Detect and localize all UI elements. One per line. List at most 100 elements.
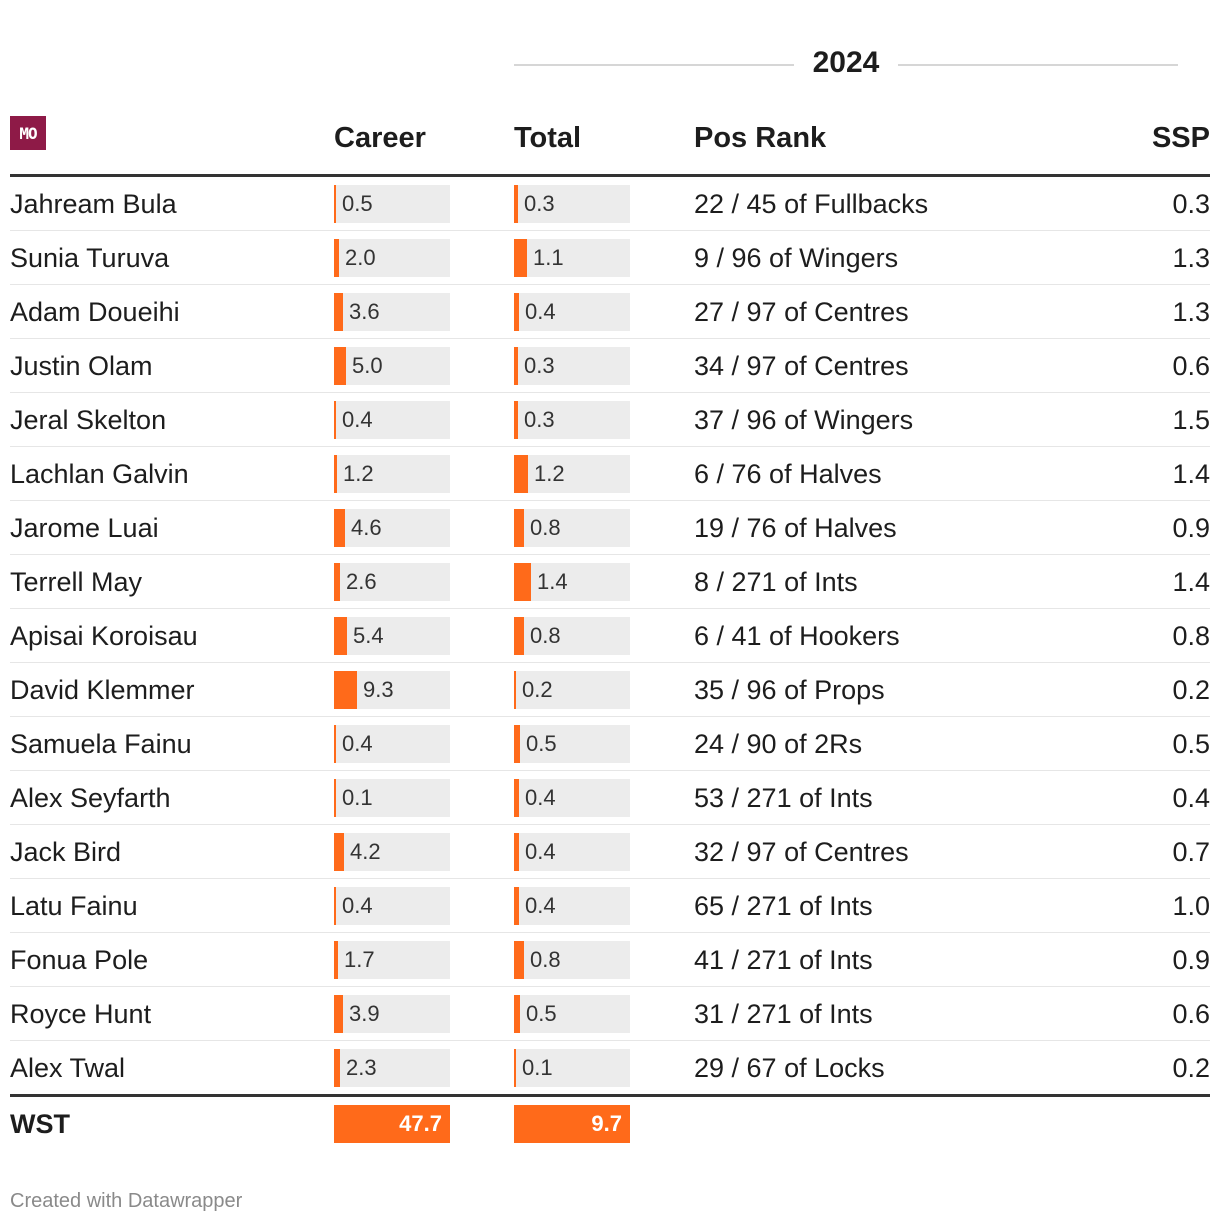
- career-value: 3.9: [349, 1001, 380, 1026]
- pos-rank: 35 / 96 of Props: [694, 675, 885, 705]
- ssp-value: 0.6: [1172, 351, 1210, 381]
- player-name: Sunia Turuva: [10, 243, 170, 273]
- career-value: 0.5: [342, 191, 373, 216]
- career-bar: [334, 185, 336, 223]
- player-name: Fonua Pole: [10, 945, 149, 975]
- footer-credit[interactable]: Created with Datawrapper: [10, 1190, 243, 1212]
- ssp-value: 0.5: [1172, 729, 1210, 759]
- column-header-pos-rank[interactable]: Pos Rank: [694, 122, 827, 154]
- career-bar: [334, 941, 338, 979]
- career-bar: [334, 1049, 340, 1087]
- career-bar: [334, 833, 344, 871]
- player-name: Adam Doueihi: [10, 297, 180, 327]
- career-bar-cell: 5.0: [334, 347, 450, 385]
- total-value: 0.5: [526, 731, 557, 756]
- ssp-value: 0.6: [1172, 999, 1210, 1029]
- career-bar-cell: 2.6: [334, 563, 450, 601]
- career-bar: [334, 887, 336, 925]
- career-bar: [334, 995, 343, 1033]
- pos-rank: 29 / 67 of Locks: [694, 1053, 885, 1083]
- player-name: David Klemmer: [10, 675, 195, 705]
- total-value: 1.2: [534, 461, 565, 486]
- group-header-rule-left: [514, 64, 794, 66]
- ssp-value: 0.2: [1172, 1053, 1210, 1083]
- pos-rank: 24 / 90 of 2Rs: [694, 729, 863, 759]
- total-bar-cell: 1.2: [514, 455, 630, 493]
- column-header-ssp[interactable]: SSP: [1151, 122, 1210, 154]
- total-bar: [514, 779, 519, 817]
- career-bar: [334, 779, 336, 817]
- ssp-value: 1.4: [1172, 459, 1210, 489]
- column-header-total[interactable]: Total: [514, 122, 582, 154]
- career-value: 1.7: [344, 947, 375, 972]
- group-header: 2024: [514, 44, 1178, 84]
- total-bar-cell: 0.3: [514, 347, 630, 385]
- total-bar-cell: 0.4: [514, 293, 630, 331]
- table-row: Jarome Luai 4.6 0.8 19 / 76 of Halves 0.9: [10, 501, 1210, 555]
- table-row: Jack Bird 4.2 0.4 32 / 97 of Centres 0.7: [10, 825, 1210, 879]
- career-bar: [334, 509, 345, 547]
- column-header-career[interactable]: Career: [334, 122, 426, 154]
- career-value: 0.4: [342, 731, 373, 756]
- pos-rank: 34 / 97 of Centres: [694, 351, 909, 381]
- career-bar-cell: 2.0: [334, 239, 450, 277]
- total-bar-cell: 0.5: [514, 995, 630, 1033]
- total-row-label: WST: [10, 1109, 70, 1139]
- career-bar-cell: 4.6: [334, 509, 450, 547]
- total-bar-cell: 0.4: [514, 833, 630, 871]
- career-value: 2.0: [345, 245, 376, 270]
- player-name: Royce Hunt: [10, 999, 152, 1029]
- total-bar: [514, 1049, 516, 1087]
- career-bar-cell: 1.2: [334, 455, 450, 493]
- total-value: 0.3: [524, 353, 555, 378]
- ssp-value: 0.7: [1172, 837, 1210, 867]
- career-bar: [334, 725, 336, 763]
- table-row: Apisai Koroisau 5.4 0.8 6 / 41 of Hookers 0.…: [10, 609, 1210, 663]
- player-name: Justin Olam: [10, 351, 153, 381]
- ssp-value: 1.5: [1172, 405, 1210, 435]
- total-bar: [514, 347, 518, 385]
- ssp-value: 1.3: [1172, 243, 1210, 273]
- career-bar-cell: 0.5: [334, 185, 450, 223]
- pos-rank: 31 / 271 of Ints: [694, 999, 873, 1029]
- total-bar-cell: 0.4: [514, 779, 630, 817]
- total-bar: [514, 725, 520, 763]
- career-value: 0.4: [342, 893, 373, 918]
- total-bar: [514, 563, 531, 601]
- career-bar-cell: 9.3: [334, 671, 450, 709]
- total-value: 0.4: [525, 299, 556, 324]
- career-bar-cell: 0.1: [334, 779, 450, 817]
- player-name: Jarome Luai: [10, 513, 159, 543]
- table-row: Terrell May 2.6 1.4 8 / 271 of Ints 1.4: [10, 555, 1210, 609]
- player-name: Latu Fainu: [10, 891, 138, 921]
- ssp-value: 1.3: [1172, 297, 1210, 327]
- career-value: 0.4: [342, 407, 373, 432]
- player-name: Apisai Koroisau: [10, 621, 198, 651]
- total-value: 0.8: [530, 947, 561, 972]
- total-value: 0.3: [524, 191, 555, 216]
- total-bar-cell: 0.8: [514, 509, 630, 547]
- table-row: Sunia Turuva 2.0 1.1 9 / 96 of Wingers 1.3: [10, 231, 1210, 285]
- player-name: Terrell May: [10, 567, 143, 597]
- total-bar-cell: 0.3: [514, 185, 630, 223]
- career-bar-cell: 0.4: [334, 887, 450, 925]
- pos-rank: 9 / 96 of Wingers: [694, 243, 899, 273]
- total-value: 0.5: [526, 1001, 557, 1026]
- table-row: Alex Seyfarth 0.1 0.4 53 / 271 of Ints 0.4: [10, 771, 1210, 825]
- total-bar-cell: 0.2: [514, 671, 630, 709]
- total-bar-cell: 1.4: [514, 563, 630, 601]
- total-divider: [10, 1094, 1210, 1097]
- career-bar: [334, 347, 346, 385]
- total-bar-cell: 0.4: [514, 887, 630, 925]
- pos-rank: 65 / 271 of Ints: [694, 891, 873, 921]
- total-row: WST 47.7 9.7: [10, 1098, 1210, 1152]
- ssp-value: 0.4: [1172, 783, 1210, 813]
- total-bar: [514, 509, 524, 547]
- career-bar: [334, 455, 337, 493]
- career-bar-cell: 3.9: [334, 995, 450, 1033]
- career-value: 3.6: [349, 299, 380, 324]
- career-value: 5.0: [352, 353, 383, 378]
- table-row: Justin Olam 5.0 0.3 34 / 97 of Centres 0.6: [10, 339, 1210, 393]
- total-bar: [514, 617, 524, 655]
- total-bar: [514, 995, 520, 1033]
